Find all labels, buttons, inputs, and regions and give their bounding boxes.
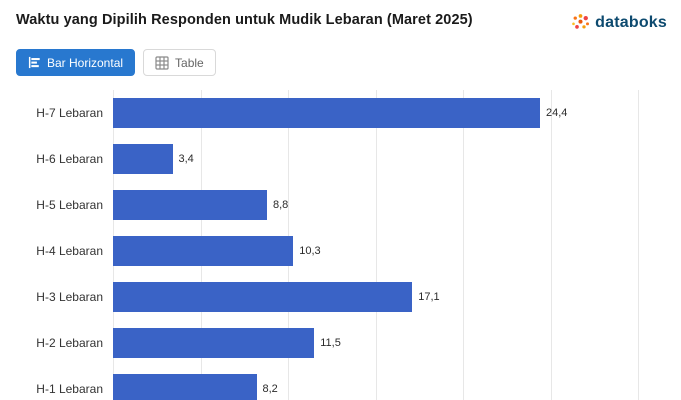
bar-chart: H-7 Lebaran 24,4 H-6 Lebaran 3,4 H-5 Lebaran… bbox=[0, 90, 681, 400]
category-label: H-4 Lebaran bbox=[36, 244, 103, 258]
databoks-logo-text: databoks bbox=[595, 13, 667, 31]
chart-bar-row: H-6 Lebaran 3,4 bbox=[0, 136, 681, 182]
gridline bbox=[463, 90, 464, 400]
category-label: H-1 Lebaran bbox=[36, 382, 103, 396]
value-label: 8,8 bbox=[273, 199, 289, 211]
chart-bar-row: H-5 Lebaran 8,8 bbox=[0, 182, 681, 228]
chart-bar-row: H-7 Lebaran 24,4 bbox=[0, 90, 681, 136]
chart-type-toolbar: Bar Horizontal Table bbox=[16, 49, 681, 76]
chart-bar-row: H-2 Lebaran 11,5 bbox=[0, 320, 681, 366]
bar[interactable] bbox=[113, 98, 540, 128]
bar[interactable] bbox=[113, 236, 294, 266]
bar[interactable] bbox=[113, 328, 315, 358]
category-label: H-7 Lebaran bbox=[36, 106, 103, 120]
table-icon bbox=[155, 55, 169, 70]
category-label: H-5 Lebaran bbox=[36, 198, 103, 212]
bar[interactable] bbox=[113, 374, 257, 400]
databoks-logo-icon bbox=[570, 12, 591, 33]
chart-rows: H-7 Lebaran 24,4 H-6 Lebaran 3,4 H-5 Lebaran… bbox=[0, 90, 681, 400]
bar-horizontal-button-label: Bar Horizontal bbox=[47, 55, 124, 70]
page-title: Waktu yang Dipilih Responden untuk Mudik… bbox=[16, 12, 473, 28]
chart-bar-row: H-1 Lebaran 8,2 bbox=[0, 366, 681, 400]
table-button[interactable]: Table bbox=[143, 49, 216, 76]
bar-horizontal-button[interactable]: Bar Horizontal bbox=[16, 49, 136, 76]
value-label: 24,4 bbox=[546, 107, 568, 119]
chart-bar-row: H-4 Lebaran 10,3 bbox=[0, 228, 681, 274]
bar[interactable] bbox=[113, 190, 267, 220]
value-label: 10,3 bbox=[299, 245, 321, 257]
bar-track: 8,2 bbox=[113, 374, 638, 400]
value-label: 17,1 bbox=[418, 291, 440, 303]
gridline bbox=[638, 90, 639, 400]
category-label: H-6 Lebaran bbox=[36, 152, 103, 166]
value-label: 8,2 bbox=[262, 383, 278, 395]
bar[interactable] bbox=[113, 282, 413, 312]
bar-track: 11,5 bbox=[113, 328, 638, 358]
bar-chart-icon bbox=[28, 56, 41, 69]
bar-track: 24,4 bbox=[113, 98, 638, 128]
gridline bbox=[375, 90, 377, 400]
value-label: 11,5 bbox=[320, 337, 341, 349]
table-button-label: Table bbox=[175, 55, 204, 70]
bar[interactable] bbox=[113, 144, 173, 174]
databoks-logo[interactable]: databoks bbox=[570, 12, 667, 33]
bar-track: 3,4 bbox=[113, 144, 638, 174]
gridline bbox=[550, 90, 552, 400]
value-label: 3,4 bbox=[178, 153, 194, 165]
bar-track: 8,8 bbox=[113, 190, 638, 220]
category-label: H-3 Lebaran bbox=[36, 290, 103, 304]
bar-track: 10,3 bbox=[113, 236, 638, 266]
category-label: H-2 Lebaran bbox=[36, 336, 103, 350]
bar-track: 17,1 bbox=[113, 282, 638, 312]
header: Waktu yang Dipilih Responden untuk Mudik… bbox=[0, 0, 681, 33]
chart-bar-row: H-3 Lebaran 17,1 bbox=[0, 274, 681, 320]
